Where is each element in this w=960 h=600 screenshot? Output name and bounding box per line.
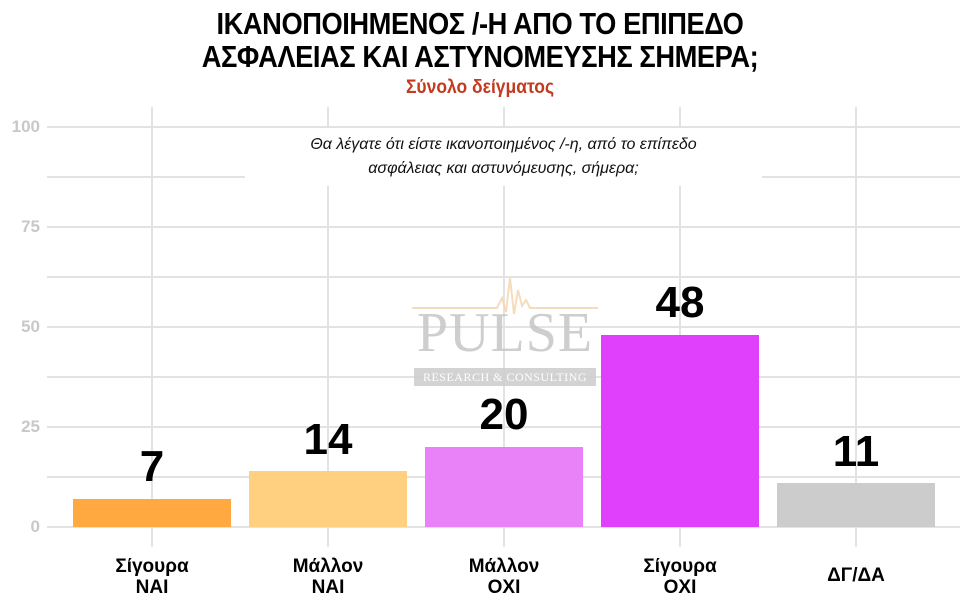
bar-value-label: 11 [832,427,880,476]
bar-value-label: 14 [303,415,353,464]
bar-value-label: 20 [479,390,529,439]
bar-sigoura-nai [73,499,231,527]
vgrid-1 [151,107,153,547]
chart-title-line-1: ΙΚΑΝΟΠΟΙΗΜΕΝΟΣ /-Η ΑΠΟ ΤΟ ΕΠΙΠΕΔΟ [216,6,744,41]
bar-value-label: 48 [655,278,705,327]
watermark-tagline: RESEARCH & CONSULTING [414,368,596,386]
y-tick-25: 25 [21,417,40,436]
chart-title-line-2: ΑΣΦΑΛΕΙΑΣ ΚΑΙ ΑΣΤΥΝΟΜΕΥΣΗΣ ΣΗΜΕΡΑ; [201,39,759,74]
watermark-name: PULSE [416,302,594,364]
vgrid-2 [327,107,329,547]
vgrid-3 [503,107,505,547]
bar-value-label: 7 [139,442,165,491]
bar-dg-da [777,483,935,527]
x-label-sigoura-oxi: Σίγουρα ΟΧΙ [643,556,717,598]
x-label-sigoura-nai: Σίγουρα ΝΑΙ [115,556,189,598]
bar-mallon-oxi [425,447,583,527]
bar-mallon-nai [249,471,407,527]
pulse-watermark: PULSE RESEARCH & CONSULTING [412,276,598,388]
vgrid-5 [855,107,857,547]
x-label-mallon-oxi: Μάλλον ΟΧΙ [468,556,540,598]
chart-subtitle: Σύνολο δείγματος [405,77,555,98]
question-annotation: Θα λέγατε ότι είστε ικανοποιημένος /-η, … [245,128,762,186]
annotation-line-2: ασφάλειας και αστυνόμευσης, σήμερα; [368,160,639,177]
y-tick-75: 75 [21,217,40,236]
y-tick-0: 0 [30,517,40,536]
y-tick-50: 50 [21,317,40,336]
annotation-line-1: Θα λέγατε ότι είστε ικανοποιημένος /-η, … [310,136,697,153]
y-tick-100: 100 [11,117,40,136]
vgrid-4 [679,107,681,547]
bar-sigoura-oxi [601,335,759,527]
x-label-dg-da: ΔΓ/ΔΑ [827,565,885,586]
x-label-mallon-nai: Μάλλον ΝΑΙ [292,556,364,598]
pulse-line-icon [412,277,598,315]
